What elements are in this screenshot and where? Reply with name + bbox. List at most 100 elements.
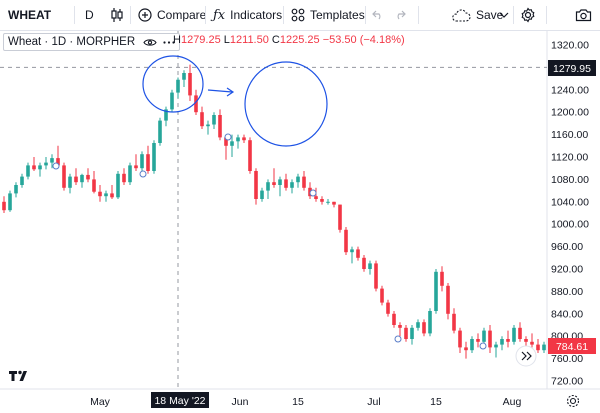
candle <box>380 285 384 306</box>
price-tick-label: 1040.00 <box>551 196 589 208</box>
low-label: L <box>223 34 230 46</box>
chart-settings-button[interactable] <box>566 394 580 408</box>
price-tick-label: 1080.00 <box>551 174 589 186</box>
candle <box>344 227 348 255</box>
chart-type-button[interactable] <box>110 0 129 30</box>
save-button[interactable]: Save <box>451 0 503 30</box>
candle <box>434 269 438 314</box>
time-tick-label: Jul <box>367 396 380 408</box>
price-chart[interactable]: 1320.00 1240.00 1200.00 1160.00 1120.00 1080.… <box>0 31 600 413</box>
candle-body <box>158 120 162 143</box>
candle <box>242 134 246 143</box>
candle-body <box>56 158 60 166</box>
candle <box>146 145 150 174</box>
annotation-circle-june[interactable] <box>244 61 328 147</box>
candle <box>422 319 426 337</box>
candle <box>68 173 72 194</box>
snapshot-button[interactable] <box>575 0 597 30</box>
camera-icon <box>575 8 592 22</box>
templates-button[interactable]: Templates <box>291 0 365 30</box>
annotation-circle-may[interactable] <box>142 55 204 113</box>
price-tick-label: 1240.00 <box>551 84 589 96</box>
candle <box>488 325 492 353</box>
candle-body <box>110 193 114 198</box>
candle <box>32 157 36 171</box>
candle <box>362 255 366 272</box>
candles-icon <box>110 7 124 23</box>
candle-body <box>26 165 30 177</box>
candle <box>260 187 264 202</box>
series-legend[interactable]: Wheat · 1D · MORPHER <box>3 33 181 51</box>
event-marker[interactable] <box>224 133 232 141</box>
event-marker[interactable] <box>309 189 317 197</box>
settings-button[interactable] <box>520 0 541 30</box>
candle-body <box>242 137 246 141</box>
symbol-search-button[interactable]: WHEAT <box>8 0 51 30</box>
candle <box>386 299 390 317</box>
scroll-to-realtime-button[interactable] <box>515 345 537 367</box>
tv-logo-icon[interactable] <box>8 369 30 385</box>
candle-body <box>512 327 516 342</box>
compare-button[interactable]: Compare <box>138 0 206 30</box>
candle <box>290 179 294 194</box>
candle-body <box>188 73 192 96</box>
price-scale[interactable]: 1320.00 1240.00 1200.00 1160.00 1120.00 1080.… <box>551 40 589 388</box>
candle-body <box>326 201 330 203</box>
candle <box>266 179 270 199</box>
candle <box>338 204 342 233</box>
candle-body <box>500 339 504 345</box>
candle <box>500 336 504 351</box>
gear-icon <box>520 7 536 23</box>
redo-button[interactable] <box>394 0 411 30</box>
candle-body <box>248 140 252 171</box>
candle <box>404 325 408 342</box>
candle <box>56 145 60 166</box>
candle <box>134 154 138 171</box>
candle-body <box>164 109 168 121</box>
candle <box>230 134 234 157</box>
more-icon[interactable] <box>163 40 175 44</box>
candle-body <box>140 154 144 169</box>
candle-body <box>542 344 546 351</box>
toolbar-divider <box>365 6 366 24</box>
candle <box>152 140 156 174</box>
close-label: C <box>271 34 280 46</box>
candle-body <box>350 249 354 253</box>
candle <box>182 70 186 87</box>
price-tick-label: 840.00 <box>551 308 583 320</box>
candle <box>122 168 126 185</box>
candle <box>128 162 132 185</box>
candle-body <box>254 171 258 199</box>
toolbar-divider <box>513 6 514 24</box>
indicators-button[interactable]: ƒx Indicators <box>213 0 282 30</box>
candle-body <box>302 176 306 188</box>
event-marker[interactable] <box>52 162 60 170</box>
undo-button[interactable] <box>372 0 389 30</box>
event-marker[interactable] <box>479 342 487 350</box>
price-tick-label: 760.00 <box>551 353 583 365</box>
price-tick-label: 1000.00 <box>551 219 589 231</box>
candle <box>206 120 210 135</box>
event-marker[interactable] <box>139 170 147 178</box>
interval-button[interactable]: D <box>85 0 94 30</box>
candle-body <box>116 173 120 198</box>
ohlc-values: H1279.25 L1211.50 C1225.25 −53.50 (−4.18… <box>173 34 405 46</box>
annotation-arrow[interactable] <box>207 87 235 97</box>
time-tick-label: 15 <box>430 396 442 408</box>
eye-icon[interactable] <box>143 38 157 47</box>
candle <box>14 182 18 198</box>
price-tick-label: 920.00 <box>551 264 583 276</box>
series-title: Wheat · 1D · MORPHER <box>8 36 136 48</box>
candle-body <box>416 322 420 328</box>
candle-body <box>482 330 486 342</box>
event-marker[interactable] <box>394 335 402 343</box>
candle-body <box>218 115 222 138</box>
candle <box>368 260 372 275</box>
candle-body <box>74 176 78 183</box>
candle-body <box>50 158 54 163</box>
candle-body <box>356 249 360 258</box>
toolbar-divider <box>205 6 206 24</box>
price-tick-label: 1120.00 <box>551 152 588 164</box>
save-menu-button[interactable] <box>499 0 514 30</box>
time-scale[interactable]: May Jun 15 Jul 15 Aug <box>90 396 521 408</box>
